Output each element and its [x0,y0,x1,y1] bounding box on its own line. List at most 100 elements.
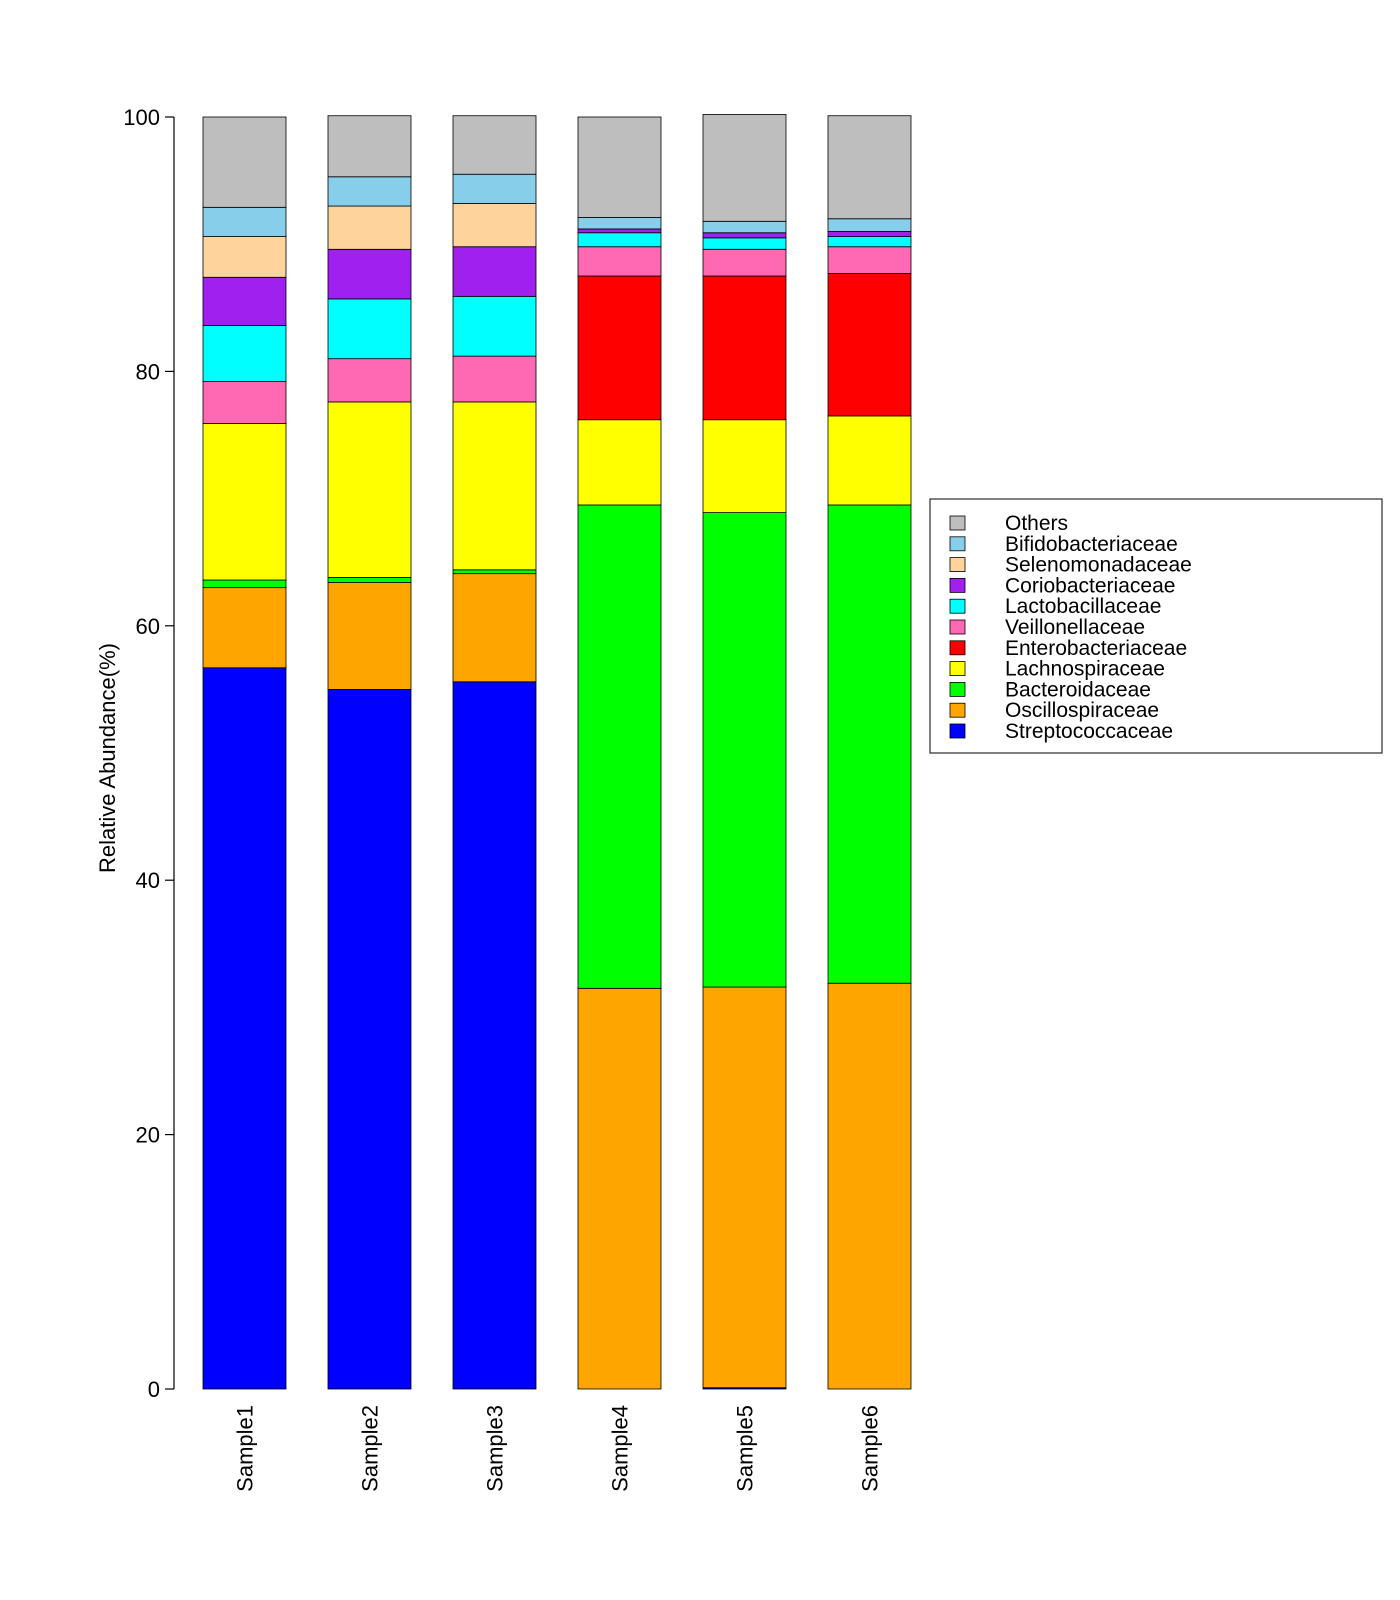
bar-segment-lactobacillaceae [702,237,787,250]
bar-segment-lachnospiraceae [452,401,537,571]
bar-segment-oscillospiraceae [577,987,662,1390]
bar-stack-sample2 [327,115,412,1390]
legend-swatch [949,723,966,739]
bar-segment-bifidobacteriaceae [827,218,912,232]
bar-segment-lachnospiraceae [702,419,787,513]
bar-segment-bacteroidaceae [577,504,662,989]
bar-segment-coriobacteriaceae [202,276,287,327]
x-tick-label: Sample3 [483,1405,508,1492]
legend-label: Streptococcaceae [1005,720,1173,743]
legend: OthersBifidobacteriaceaeSelenomonadaceae… [929,498,1383,754]
bar-segment-streptococcaceae [327,689,412,1390]
legend-label: Enterobacteriaceae [1005,637,1187,660]
bar-segment-selenomonadaceae [202,236,287,278]
bar-segment-coriobacteriaceae [327,248,412,300]
legend-label: Bifidobacteriaceae [1005,533,1178,556]
legend-swatch [949,702,966,718]
y-tick-label: 80 [136,359,160,384]
legend-label: Veillonellaceae [1005,616,1145,639]
legend-swatch [949,515,966,531]
x-tick-label: Sample6 [858,1405,883,1492]
bar-segment-enterobacteriaceae [827,273,912,417]
bar-segment-selenomonadaceae [452,203,537,248]
y-axis: 0 20 40 60 80 100 [123,105,175,1402]
bar-segment-enterobacteriaceae [577,275,662,421]
bar-segment-coriobacteriaceae [577,228,662,234]
y-axis-label: Relative Abundance(%) [95,643,120,873]
y-tick-label: 20 [136,1123,160,1148]
legend-label: Bacteroidaceae [1005,678,1151,701]
bar-segment-oscillospiraceae [452,573,537,683]
bar-segment-veillonellaceae [702,248,787,277]
bar-segment-lachnospiraceae [577,419,662,506]
bar-segment-others [827,115,912,220]
bar-segment-others [452,115,537,175]
bar-segment-lactobacillaceae [202,325,287,382]
bar-segment-bacteroidaceae [827,504,912,984]
legend-swatch [949,578,966,593]
legend-swatch [949,682,966,697]
bar-segment-veillonellaceae [452,355,537,403]
bar-segment-bifidobacteriaceae [577,217,662,230]
bar-stack-sample6 [827,115,912,1390]
bar-segment-bifidobacteriaceae [327,176,412,207]
bar-segment-lactobacillaceae [827,236,912,248]
legend-box [929,498,1383,754]
legend-label: Others [1005,512,1068,535]
bar-segment-enterobacteriaceae [702,275,787,421]
bar-segment-coriobacteriaceae [827,231,912,237]
bar-stack-sample1 [202,116,287,1390]
y-tick-label: 40 [136,868,160,893]
x-tick-label: Sample1 [233,1405,258,1492]
bar-stack-sample3 [452,115,537,1390]
bar-segment-others [577,116,662,218]
bar-stack-sample5 [702,114,787,1390]
bar-segment-selenomonadaceae [327,205,412,250]
bar-segment-streptococcaceae [452,681,537,1390]
bar-segment-lachnospiraceae [327,401,412,578]
legend-swatch [949,640,966,656]
legend-label: Selenomonadaceae [1005,554,1192,577]
bar-segment-veillonellaceae [827,246,912,274]
bar-segment-bifidobacteriaceae [702,220,787,234]
bar-segment-streptococcaceae [202,667,287,1390]
x-tick-label: Sample4 [608,1405,633,1492]
bar-segment-bifidobacteriaceae [452,173,537,204]
bar-segment-others [202,116,287,208]
bar-segment-lactobacillaceae [327,298,412,360]
legend-label: Lachnospiraceae [1005,658,1165,681]
bar-segment-coriobacteriaceae [702,232,787,239]
legend-label: Coriobacteriaceae [1005,574,1175,597]
bar-segment-others [702,114,787,222]
x-axis-labels: Sample1 Sample2 Sample3 Sample4 Sample5 Sampl… [233,1405,883,1492]
legend-swatch [949,661,966,676]
legend-swatch [949,536,966,552]
bar-segment-bacteroidaceae [702,512,787,988]
bar-segment-veillonellaceae [202,381,287,424]
bar-segment-veillonellaceae [327,358,412,403]
x-tick-label: Sample2 [358,1405,383,1492]
bar-segment-oscillospiraceae [202,587,287,669]
bar-segment-lachnospiraceae [202,423,287,581]
x-tick-label: Sample5 [733,1405,758,1492]
bar-segment-bacteroidaceae [202,579,287,589]
legend-label: Oscillospiraceae [1005,699,1159,722]
bar-segment-bacteroidaceae [327,577,412,583]
bar-segment-lactobacillaceae [577,232,662,248]
legend-label: Lactobacillaceae [1005,595,1161,618]
bar-segment-veillonellaceae [577,246,662,277]
bar-segment-oscillospiraceae [327,582,412,690]
legend-swatch [949,598,966,614]
bar-stack-sample4 [577,116,662,1390]
bar-segment-bifidobacteriaceae [202,206,287,237]
legend-swatch [949,557,966,572]
bar-segment-others [327,115,412,178]
y-tick-label: 60 [136,614,160,639]
legend-swatch [949,619,966,635]
bar-segment-lachnospiraceae [827,415,912,506]
bar-stacks [202,114,912,1390]
bar-segment-bacteroidaceae [452,569,537,575]
bar-segment-oscillospiraceae [827,982,912,1390]
bar-segment-oscillospiraceae [702,986,787,1389]
